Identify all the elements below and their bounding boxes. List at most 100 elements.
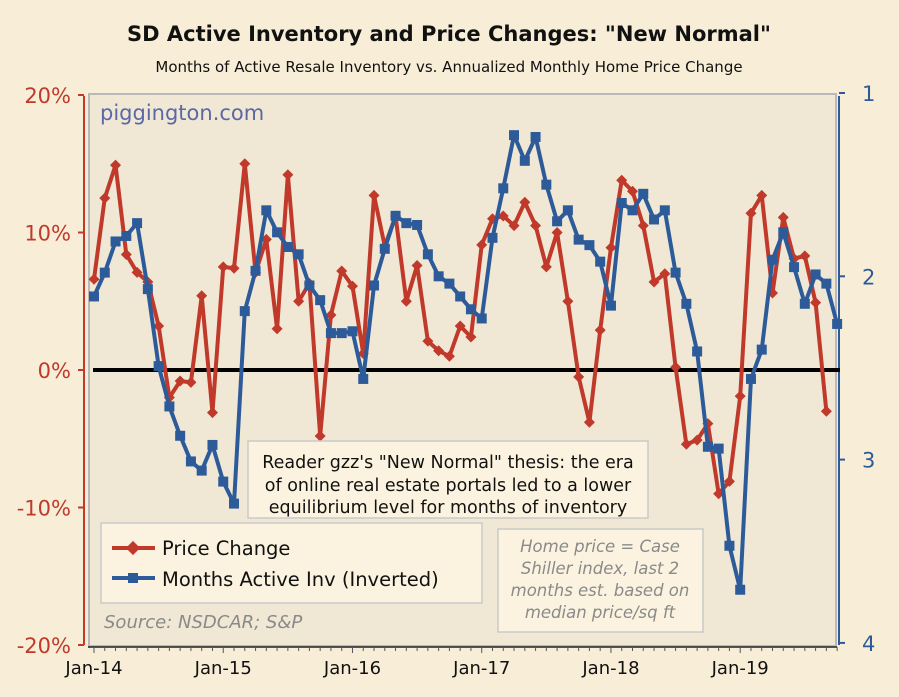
price-change-point — [228, 262, 240, 274]
months-inventory-point — [304, 280, 315, 291]
months-inventory-point — [595, 256, 606, 267]
price-change-point — [627, 185, 638, 197]
months-inventory-point — [412, 219, 423, 230]
months-inventory-point — [821, 278, 832, 289]
months-inventory-point — [358, 373, 369, 384]
months-inventory-point — [692, 346, 703, 357]
months-inventory-point — [789, 262, 800, 273]
price-change-point — [540, 261, 552, 273]
months-inventory-point — [745, 373, 756, 384]
price-change-point — [325, 309, 337, 321]
months-inventory-point — [401, 218, 412, 229]
price-change-point — [196, 290, 208, 302]
months-inventory-point — [379, 243, 390, 254]
months-inventory-point — [89, 291, 99, 302]
x-axis: Jan-14 Jan-15 Jan-16 Jan-17 Jan-18 Jan-19 — [64, 647, 838, 679]
price-change-point — [433, 345, 445, 357]
price-change-point — [271, 323, 283, 335]
months-inventory-point — [218, 476, 229, 487]
price-change-point — [734, 390, 746, 402]
months-inventory-point — [229, 498, 240, 509]
price-change-point — [217, 261, 229, 273]
price-change-point — [336, 265, 348, 277]
price-change-point — [131, 266, 143, 278]
months-inventory-point — [444, 278, 455, 289]
price-change-point — [756, 189, 768, 201]
months-inventory-point — [250, 265, 261, 276]
months-inventory-point — [605, 300, 616, 311]
months-inventory-point — [810, 269, 821, 280]
price-change-point — [454, 320, 466, 332]
months-inventory-point — [702, 441, 713, 452]
months-inventory-point — [681, 298, 692, 309]
months-inventory-point — [164, 401, 175, 412]
x-tick-label: Jan-14 — [64, 658, 122, 679]
price-change-point — [648, 276, 660, 288]
price-change-point — [573, 371, 585, 383]
right-tick-label: 3 — [862, 449, 875, 473]
months-inventory-point — [487, 232, 498, 243]
months-inventory-point — [261, 205, 272, 216]
annotation-box: Reader gzz's "New Normal" thesis: the er… — [247, 440, 649, 519]
x-tick-label: Jan-19 — [711, 658, 769, 679]
right-tick-label: 4 — [862, 632, 875, 656]
months-inventory-point — [562, 205, 573, 216]
right-axis: 1 2 3 4 — [839, 82, 875, 656]
price-change-point — [476, 239, 488, 251]
price-change-point — [551, 227, 563, 238]
right-tick-label: 1 — [862, 82, 875, 106]
months-inventory-point — [336, 328, 347, 339]
months-inventory-point — [627, 205, 638, 216]
months-inventory-point — [756, 344, 767, 355]
price-change-point — [368, 189, 380, 201]
source-label: Source: NSDCAR; S&P — [104, 612, 302, 633]
price-change-point — [174, 375, 186, 387]
price-change-point — [314, 430, 326, 442]
price-change-point — [185, 376, 197, 388]
months-inventory-point — [767, 254, 778, 265]
months-inventory-point — [325, 328, 336, 339]
x-tick-label: Jan-18 — [581, 658, 639, 679]
months-inventory-point — [465, 304, 476, 315]
price-change-point — [583, 416, 595, 428]
note-box: Home price = Case Shiller index, last 2 … — [497, 528, 704, 633]
legend-price-marker — [125, 540, 141, 556]
legend-inventory-label: Months Active Inv (Inverted) — [162, 568, 439, 591]
watermark: piggington.com — [100, 101, 264, 125]
months-inventory-point — [799, 298, 810, 309]
months-inventory-point — [196, 465, 207, 476]
left-axis: 20% 10% 0% -10% -20% — [17, 84, 84, 658]
months-inventory-point — [509, 130, 520, 141]
price-change-point — [723, 475, 735, 487]
months-inventory-point — [272, 227, 283, 238]
chart-title: SD Active Inventory and Price Changes: "… — [127, 22, 771, 46]
price-change-point — [497, 210, 509, 222]
price-change-point — [562, 295, 574, 307]
price-change-point — [465, 331, 477, 343]
months-inventory-point — [207, 439, 218, 450]
left-tick-label: 0% — [38, 359, 71, 383]
months-inventory-point — [282, 241, 293, 252]
x-tick-label: Jan-15 — [194, 658, 252, 679]
series-layer — [88, 130, 843, 595]
note-line-1: Home price = Case — [520, 537, 680, 556]
annotation-line-1: Reader gzz's "New Normal" thesis: the er… — [262, 453, 633, 473]
months-inventory-point — [552, 216, 563, 227]
months-inventory-point — [110, 236, 121, 247]
left-tick-label: -10% — [17, 497, 71, 521]
price-change-point — [810, 297, 822, 309]
price-change-point — [153, 320, 165, 332]
months-inventory-point — [99, 267, 110, 278]
months-inventory-point — [713, 443, 724, 454]
months-inventory-point — [778, 227, 789, 238]
price-change-point — [616, 174, 628, 186]
months-inventory-point — [584, 240, 595, 251]
price-change-point — [99, 192, 111, 204]
price-change-point — [508, 220, 520, 232]
price-change-point — [777, 211, 789, 223]
price-change-point — [530, 220, 542, 232]
months-inventory-point — [832, 318, 843, 329]
chart-subtitle: Months of Active Resale Inventory vs. An… — [155, 58, 742, 76]
